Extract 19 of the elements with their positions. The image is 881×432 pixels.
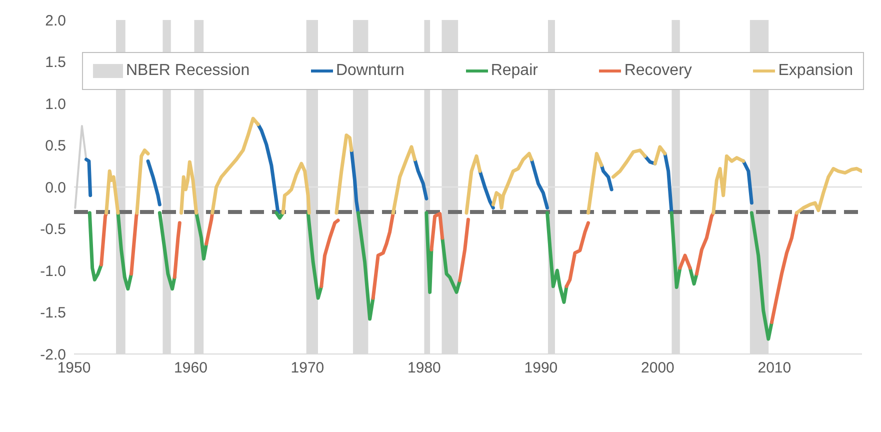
legend-label: Expansion — [778, 62, 853, 80]
y-tick-label: 2.0 — [45, 12, 66, 30]
x-tick-label: 2010 — [758, 360, 792, 377]
x-tick-label: 1960 — [174, 360, 208, 377]
legend-label: Recovery — [624, 62, 692, 80]
y-tick-label: -0.5 — [40, 221, 66, 238]
legend-label: Downturn — [336, 62, 404, 80]
y-tick-label: -1.0 — [40, 262, 66, 280]
y-tick-label: 1.5 — [45, 54, 66, 72]
x-tick-label: 2000 — [641, 360, 674, 377]
y-tick-label: -1.5 — [40, 304, 66, 322]
x-tick-label: 1970 — [290, 360, 324, 377]
x-tick-label: 1990 — [524, 360, 558, 377]
y-tick-label: 0.5 — [45, 138, 66, 155]
y-tick-label: 0.0 — [45, 179, 66, 196]
band-label: NBER Recession — [126, 62, 250, 80]
y-tick-label: 1.0 — [45, 96, 66, 113]
legend-label: Repair — [490, 62, 538, 80]
x-tick-label: 1980 — [408, 360, 441, 377]
